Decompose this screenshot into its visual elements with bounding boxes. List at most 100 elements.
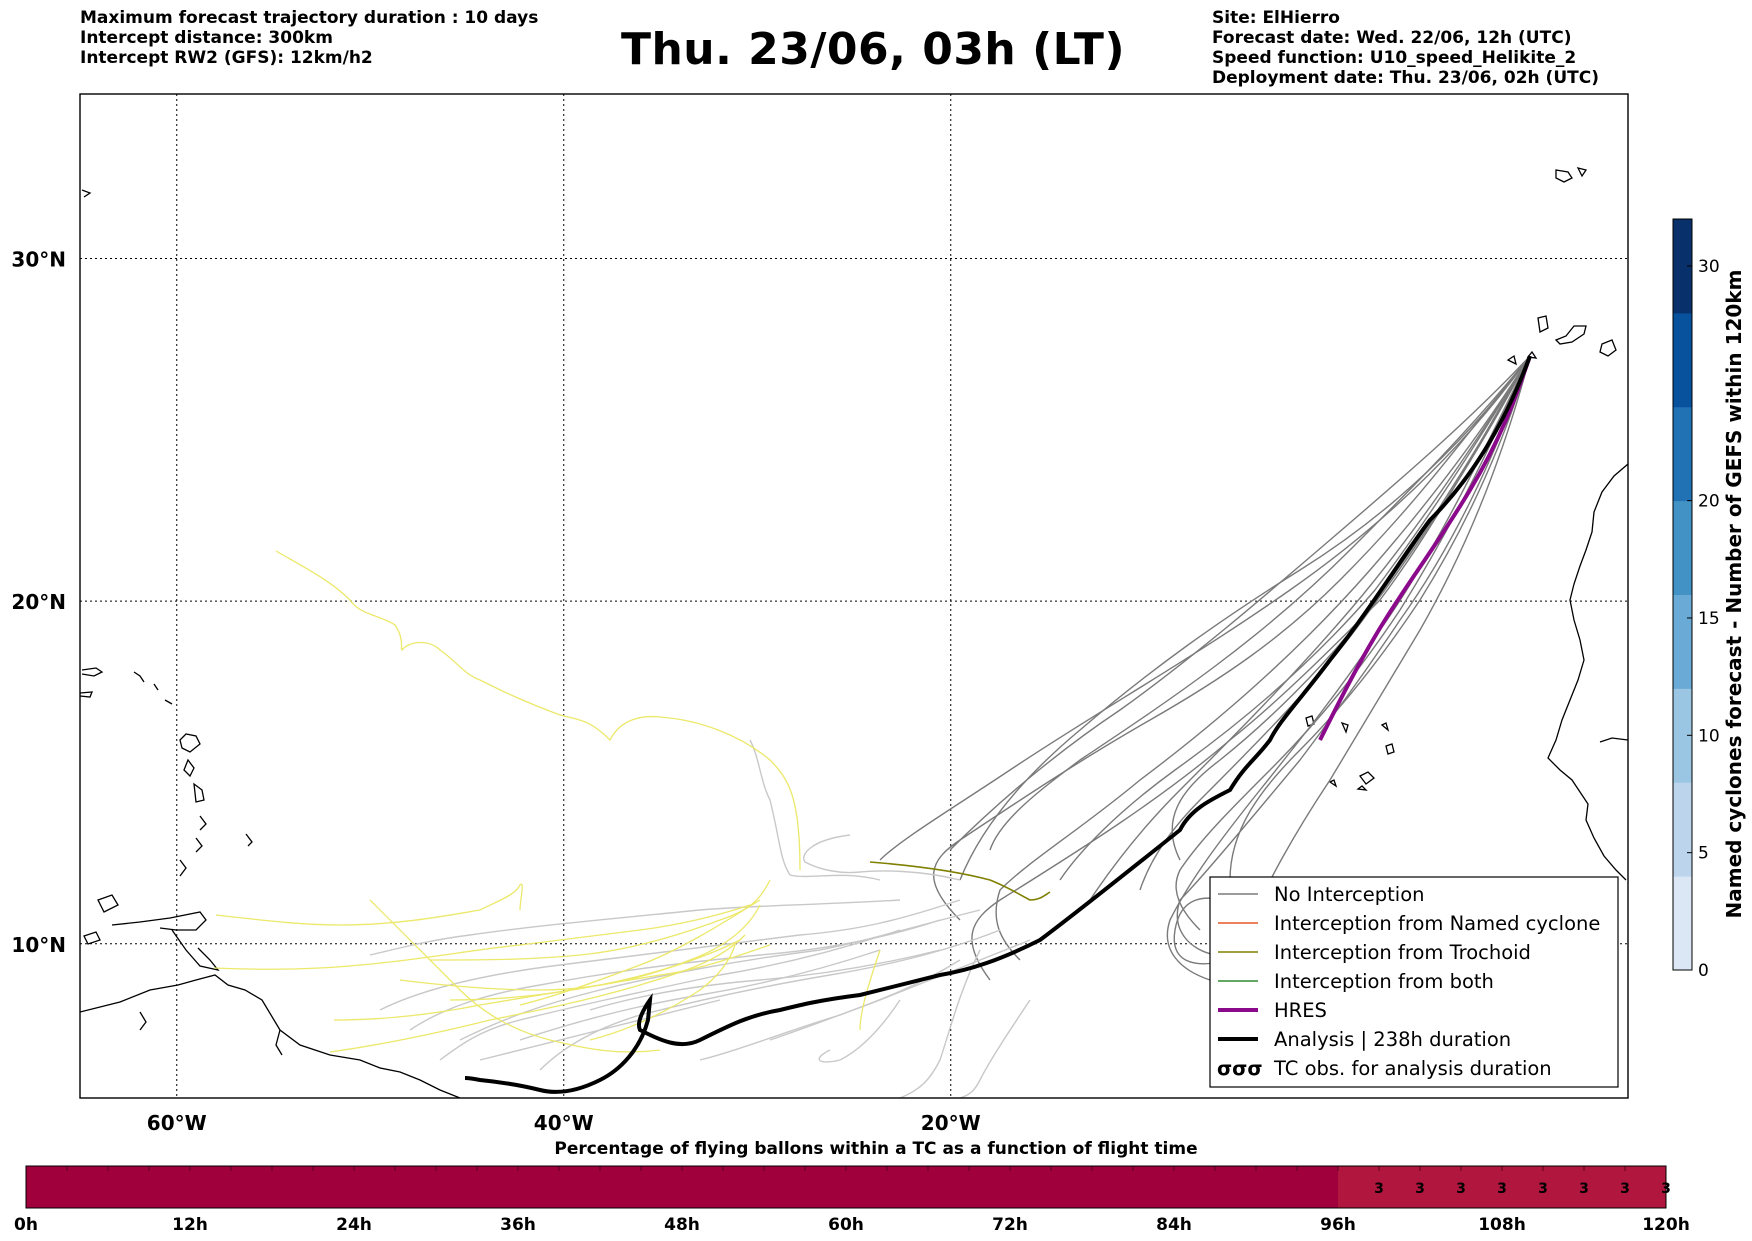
header-left-info: Maximum forecast trajectory duration : 1… bbox=[80, 8, 538, 68]
coastlines bbox=[80, 167, 1628, 1098]
yellow-trajectory bbox=[449, 939, 741, 1001]
percentage-bar-frame bbox=[25, 1165, 1667, 1209]
percentage-bar-tick-label: 120h bbox=[1642, 1215, 1690, 1235]
no-interception-trajectory bbox=[1166, 355, 1531, 981]
legend-label: HRES bbox=[1274, 999, 1327, 1022]
colorbar-tick-label: 10 bbox=[1698, 726, 1720, 746]
legend-label: No Interception bbox=[1274, 883, 1425, 906]
header-left-line: Intercept distance: 300km bbox=[80, 28, 333, 48]
yellow-trajectory bbox=[369, 899, 661, 1053]
percentage-bar-tick-label: 48h bbox=[664, 1215, 700, 1235]
colorbar-tick-label: 15 bbox=[1698, 609, 1720, 629]
no-interception-trajectory bbox=[439, 929, 901, 1061]
no-interception-trajectory bbox=[803, 834, 961, 881]
percentage-cell-value: 3 bbox=[1456, 1181, 1466, 1197]
no-interception-trajectory bbox=[479, 999, 721, 1061]
no-interception-trajectory bbox=[1171, 355, 1531, 861]
percentage-bar-tick-label: 108h bbox=[1478, 1215, 1526, 1235]
percentage-bar: 3 3 3 3 3 3 3 30h 12h 24h 36h 48h 60h 72h 84h 96h 108h 12… bbox=[14, 1165, 1690, 1235]
percentage-cell-value: 3 bbox=[1579, 1181, 1589, 1197]
percentage-bar-tick-label: 96h bbox=[1320, 1215, 1356, 1235]
no-interception-trajectory bbox=[1089, 355, 1531, 901]
no-interception-trajectory bbox=[1059, 355, 1531, 881]
colorbar-segment bbox=[1673, 406, 1692, 502]
no-interception-trajectory bbox=[932, 355, 1531, 921]
no-interception-trajectory bbox=[1176, 355, 1531, 956]
colorbar-segment bbox=[1673, 782, 1692, 877]
yellow-trajectory bbox=[215, 883, 523, 926]
lon-tick-label: 60°W bbox=[147, 1111, 207, 1135]
header-right-line: Forecast date: Wed. 22/06, 12h (UTC) bbox=[1212, 28, 1572, 48]
percentage-bar-highlight bbox=[1338, 1166, 1666, 1208]
legend-label: TC obs. for analysis duration bbox=[1273, 1057, 1552, 1080]
colorbar-segment bbox=[1673, 219, 1692, 314]
no-interception-trajectory bbox=[519, 949, 881, 1041]
no-interception-trajectory bbox=[879, 355, 1531, 861]
axis-labels: 60°W 40°W 20°W 30°N 20°N 10°N bbox=[11, 247, 980, 1135]
trajectories bbox=[213, 355, 1532, 1098]
percentage-cell-value: 3 bbox=[1415, 1181, 1425, 1197]
analysis-trajectory bbox=[464, 355, 1532, 1094]
legend: No Interception Interception from Named c… bbox=[1209, 876, 1619, 1088]
header-right-line: Speed function: U10_speed_Helikite_2 bbox=[1212, 48, 1577, 68]
colorbar-tick-label: 5 bbox=[1698, 844, 1709, 864]
tc-symbol-icon: σσσ bbox=[1217, 1057, 1263, 1080]
no-interception-trajectory bbox=[589, 949, 941, 1011]
no-interception-trajectory bbox=[1229, 355, 1531, 881]
colorbar-frame bbox=[1672, 218, 1693, 971]
yellow-trajectory bbox=[589, 944, 736, 1041]
no-interception-trajectory bbox=[369, 899, 901, 956]
hres-trajectory bbox=[1318, 355, 1532, 741]
colorbar-segment bbox=[1673, 688, 1692, 783]
lat-tick-label: 30°N bbox=[11, 247, 66, 271]
colorbar-tick-label: 20 bbox=[1698, 492, 1720, 512]
percentage-bar-title: Percentage of flying ballons within a TC… bbox=[554, 1139, 1198, 1159]
colorbar-tick-label: 0 bbox=[1698, 961, 1709, 981]
map-frame bbox=[79, 93, 1629, 1099]
colorbar-tick-label: 30 bbox=[1698, 257, 1720, 277]
colorbar-title: Named cyclones forecast - Number of GEFS… bbox=[1722, 270, 1746, 919]
percentage-bar-tick-label: 24h bbox=[336, 1215, 372, 1235]
header-right-line: Deployment date: Thu. 23/06, 02h (UTC) bbox=[1212, 68, 1599, 88]
yellow-trajectory bbox=[329, 934, 746, 1053]
legend-label: Analysis | 238h duration bbox=[1274, 1028, 1511, 1051]
trochoid-trajectory bbox=[869, 861, 1051, 901]
no-interception-trajectory bbox=[949, 355, 1531, 851]
map-title-text: Thu. 23/06, 03h (LT) bbox=[620, 24, 1126, 75]
colorbar-segment bbox=[1673, 594, 1692, 689]
percentage-bar-tick-label: 60h bbox=[828, 1215, 864, 1235]
no-interception-trajectory bbox=[1173, 897, 1241, 965]
colorbar-segment bbox=[1673, 500, 1692, 595]
lon-tick-label: 40°W bbox=[534, 1111, 594, 1135]
percentage-cell-value: 3 bbox=[1374, 1181, 1384, 1197]
percentage-cell-value: 3 bbox=[1620, 1181, 1630, 1197]
colorbar-segment bbox=[1673, 312, 1692, 408]
legend-label: Interception from Trochoid bbox=[1274, 941, 1531, 964]
no-interception-trajectory bbox=[995, 355, 1531, 961]
yellow-trajectory bbox=[275, 550, 801, 871]
no-interception-trajectory bbox=[899, 949, 981, 1098]
legend-label: Interception from both bbox=[1274, 970, 1494, 993]
no-interception-trajectory bbox=[1249, 355, 1531, 921]
header-right-line: Site: ElHierro bbox=[1212, 8, 1340, 28]
percentage-bar-tick-label: 72h bbox=[992, 1215, 1028, 1235]
percentage-bar-tick-label: 36h bbox=[500, 1215, 536, 1235]
map-title: Thu. 23/06, 03h (LT) bbox=[0, 24, 1752, 75]
lon-tick-label: 20°W bbox=[921, 1111, 981, 1135]
no-interception-trajectory bbox=[818, 999, 901, 1063]
legend-box bbox=[1209, 876, 1619, 1088]
percentage-bar-tick-label: 12h bbox=[172, 1215, 208, 1235]
percentage-cell-value: 3 bbox=[1538, 1181, 1548, 1197]
lat-tick-label: 20°N bbox=[11, 590, 66, 614]
no-interception-trajectory bbox=[989, 355, 1531, 851]
percentage-bar-tick-label: 0h bbox=[14, 1215, 38, 1235]
header-left-line: Maximum forecast trajectory duration : 1… bbox=[80, 8, 539, 28]
yellow-trajectory bbox=[519, 899, 761, 1006]
lat-tick-label: 10°N bbox=[11, 933, 66, 957]
header-right-info: Site: ElHierro Forecast date: Wed. 22/06… bbox=[1212, 8, 1599, 88]
legend-label: Interception from Named cyclone bbox=[1274, 912, 1600, 935]
no-interception-trajectory bbox=[749, 739, 881, 881]
no-interception-trajectory bbox=[959, 999, 1031, 1098]
